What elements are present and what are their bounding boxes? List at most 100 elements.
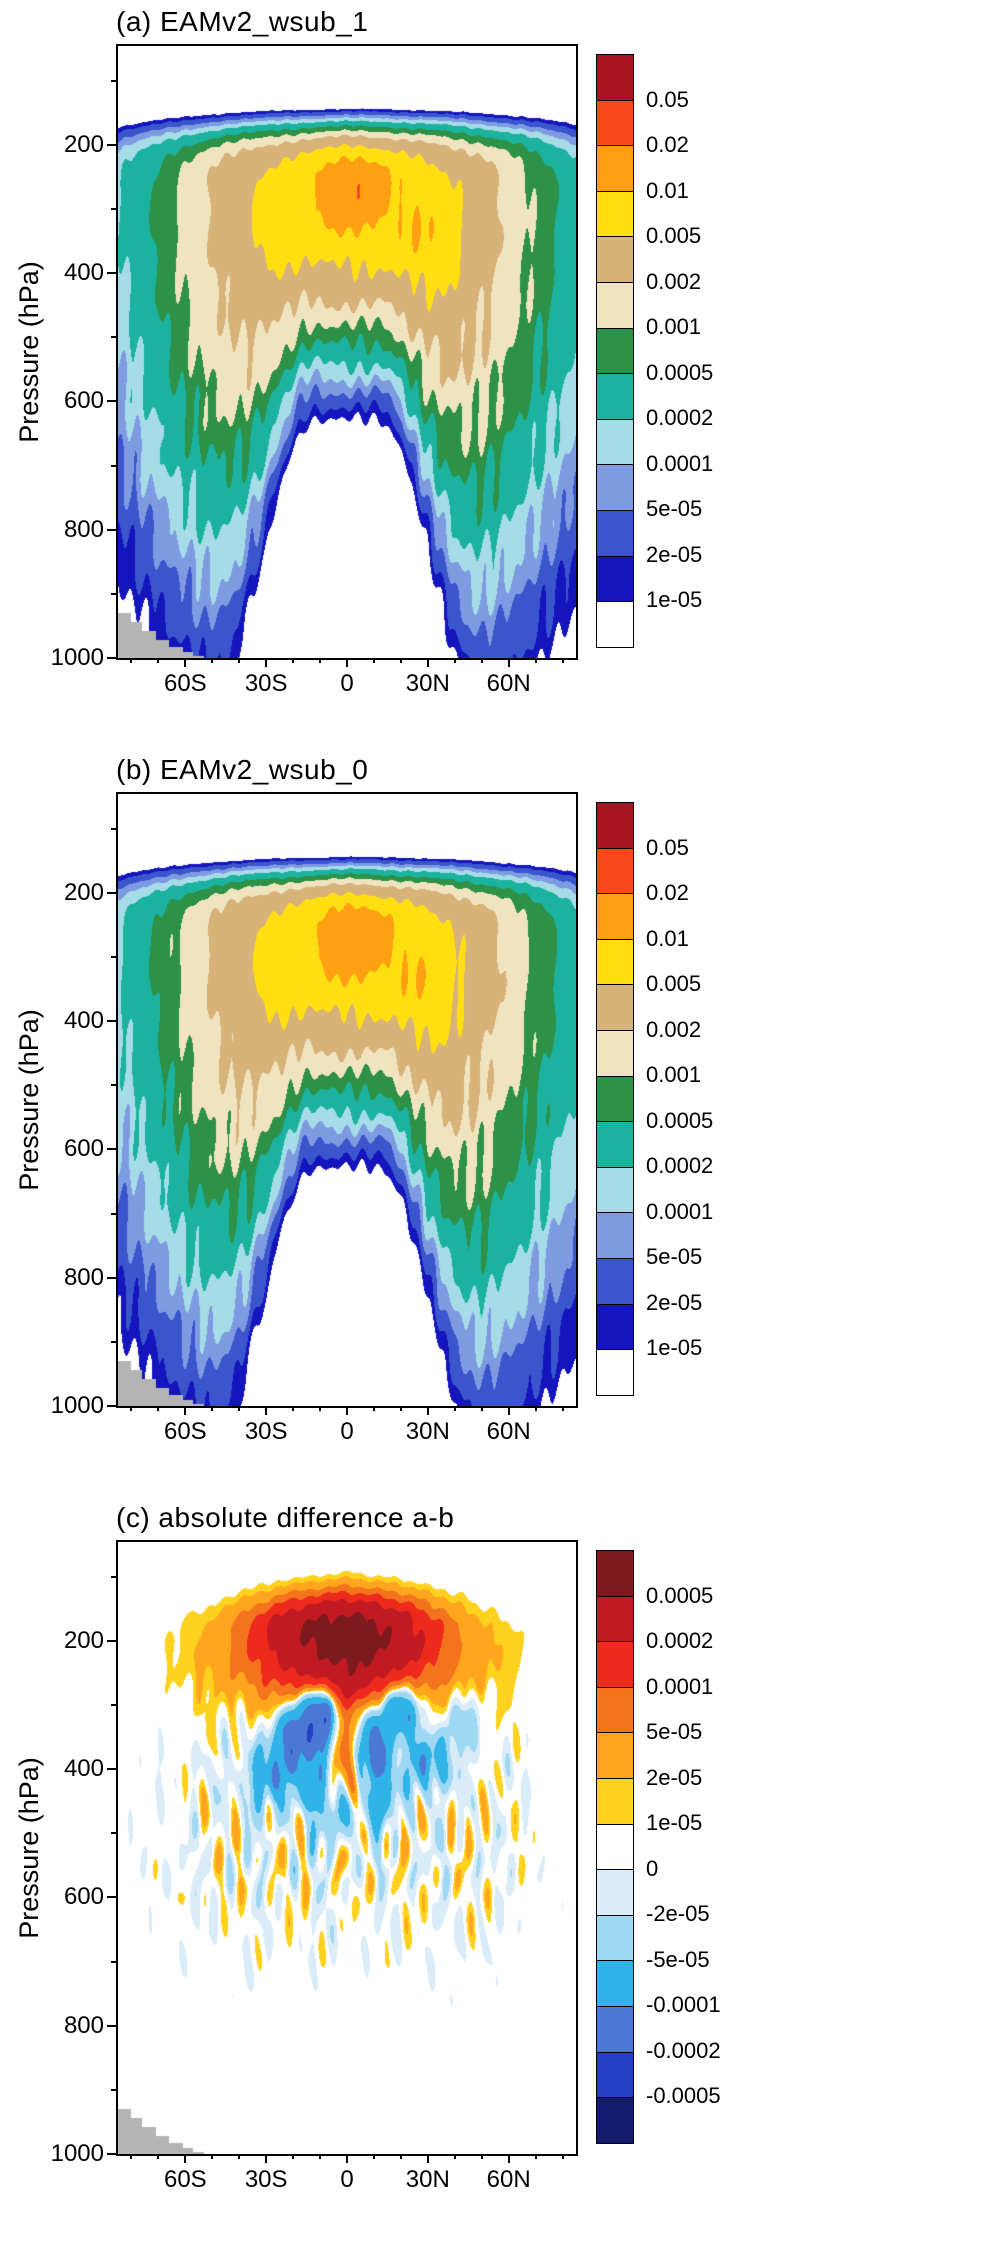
colorbar-cell	[597, 848, 633, 895]
x-minor-tick	[534, 1406, 537, 1411]
colorbar-cell	[597, 1551, 633, 1597]
y-major-tick	[107, 1276, 116, 1279]
y-major-tick	[107, 1405, 116, 1407]
y-minor-tick	[111, 1340, 116, 1343]
x-minor-tick	[211, 1406, 214, 1411]
y-tick-label: 400	[63, 1755, 104, 1783]
panel-b-title: (b) EAMv2_wsub_0	[116, 754, 369, 785]
x-minor-tick	[292, 2154, 295, 2159]
x-major-tick	[184, 2154, 187, 2163]
x-minor-tick	[157, 1406, 160, 1411]
colorbar-cell	[597, 1076, 633, 1123]
x-minor-tick	[130, 658, 133, 663]
panel-a: (a) EAMv2_wsub_1 Pressure (hPa) 60S 30S 0 3…	[0, 0, 997, 748]
y-major-tick	[107, 2024, 116, 2027]
colorbar-cell	[597, 1122, 633, 1168]
x-minor-tick	[561, 1406, 564, 1411]
colorbar-cell	[597, 1642, 633, 1688]
colorbar-cell	[597, 146, 633, 192]
x-major-tick	[184, 658, 187, 667]
colorbar-label: 0.02	[646, 132, 689, 158]
x-minor-tick	[534, 658, 537, 663]
y-major-tick	[107, 2153, 116, 2155]
panel-c-colorbar	[596, 1550, 634, 2144]
x-minor-tick	[238, 658, 241, 663]
y-major-tick	[107, 528, 116, 531]
colorbar-cell	[597, 55, 633, 101]
y-tick-label: 1000	[50, 2140, 104, 2167]
panel-a-colorbar	[596, 54, 634, 648]
y-minor-tick	[111, 207, 116, 210]
colorbar-cell	[597, 1779, 633, 1825]
colorbar-cell	[597, 283, 633, 329]
colorbar-cell	[597, 2007, 633, 2053]
colorbar-label: -0.0005	[646, 2083, 721, 2109]
y-tick-label: 400	[63, 259, 104, 287]
colorbar-label: -2e-05	[646, 1901, 710, 1927]
y-minor-tick	[111, 79, 116, 82]
colorbar-label: 0.0005	[646, 1107, 714, 1133]
colorbar-cell	[597, 237, 633, 284]
colorbar-label: 0.0002	[646, 1153, 714, 1179]
colorbar-cell	[597, 894, 633, 940]
y-major-tick	[107, 143, 116, 146]
y-tick-label: 800	[63, 515, 104, 543]
colorbar-cell	[597, 328, 633, 375]
colorbar-label: 5e-05	[646, 496, 703, 522]
x-tick-label: 60N	[486, 1418, 531, 1445]
panel-b-colorbar	[596, 802, 634, 1396]
x-minor-tick	[319, 1406, 322, 1411]
colorbar-cell	[597, 465, 633, 512]
x-major-tick	[346, 658, 348, 667]
panel-b: (b) EAMv2_wsub_0 Pressure (hPa) 60S 30S 0 3…	[0, 748, 997, 1496]
colorbar-cell	[597, 939, 633, 986]
x-minor-tick	[211, 2154, 214, 2159]
colorbar-label: 5e-05	[646, 1719, 703, 1745]
colorbar-label: 0.05	[646, 86, 689, 112]
colorbar-label: 0.005	[646, 971, 702, 997]
colorbar-label: 2e-05	[646, 1289, 703, 1315]
colorbar-label: 0.0002	[646, 1628, 714, 1654]
y-minor-tick	[111, 336, 116, 339]
panel-a-contour-canvas	[118, 46, 576, 658]
x-tick-label: 60S	[163, 1418, 207, 1445]
colorbar-label: 5e-05	[646, 1244, 703, 1270]
colorbar-cell	[597, 1031, 633, 1077]
y-tick-label: 600	[63, 1883, 104, 1911]
colorbar-cell	[597, 2052, 633, 2099]
colorbar-cell	[597, 1259, 633, 1305]
x-major-tick	[265, 1406, 268, 1415]
x-minor-tick	[372, 1406, 375, 1411]
colorbar-label: 0.01	[646, 177, 689, 203]
x-major-tick	[507, 1406, 510, 1415]
x-major-tick	[426, 658, 429, 667]
colorbar-label: 0.0001	[646, 1198, 714, 1224]
y-minor-tick	[111, 1575, 116, 1578]
colorbar-label: 0	[646, 1855, 659, 1881]
y-major-tick	[107, 1639, 116, 1642]
panel-c-contour-canvas	[118, 1542, 576, 2154]
colorbar-cell	[597, 419, 633, 466]
colorbar-label: 0.02	[646, 880, 689, 906]
colorbar-label: 0.0001	[646, 1673, 714, 1699]
colorbar-label: 0.002	[646, 268, 702, 294]
y-major-tick	[107, 657, 116, 659]
y-minor-tick	[111, 1212, 116, 1215]
x-minor-tick	[480, 658, 483, 663]
x-minor-tick	[561, 2154, 564, 2159]
colorbar-cell	[597, 511, 633, 557]
x-minor-tick	[372, 658, 375, 663]
y-minor-tick	[111, 592, 116, 595]
y-tick-label: 1000	[50, 644, 104, 671]
x-minor-tick	[130, 2154, 133, 2159]
y-major-tick	[107, 272, 116, 275]
y-minor-tick	[111, 1960, 116, 1963]
x-minor-tick	[157, 658, 160, 663]
y-minor-tick	[111, 827, 116, 830]
x-minor-tick	[480, 2154, 483, 2159]
y-tick-label: 200	[63, 130, 104, 158]
x-minor-tick	[130, 1406, 133, 1411]
colorbar-cell	[597, 803, 633, 849]
colorbar-label: 0.001	[646, 314, 702, 340]
